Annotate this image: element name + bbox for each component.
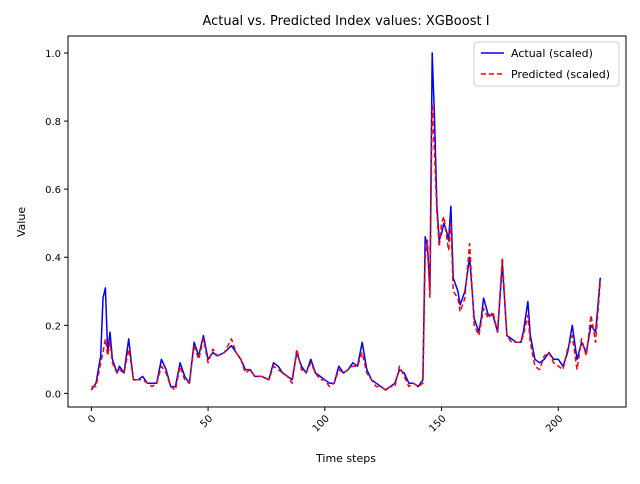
y-tick-label: 0.0: [45, 389, 61, 400]
series-line-actual: [90, 52, 602, 391]
series-layer: [90, 52, 602, 391]
plot-frame: [67, 35, 627, 408]
legend-label-actual: Actual (scaled): [511, 47, 593, 60]
y-axis-label: Value: [15, 207, 28, 237]
y-tick-label: 0.2: [45, 321, 61, 332]
y-axis-ticks: 0.0 0.2 0.4 0.6 0.8 1.0: [45, 49, 68, 400]
y-tick-label: 0.6: [45, 185, 61, 196]
legend: Actual (scaled) Predicted (scaled): [473, 41, 620, 87]
y-tick-label: 0.8: [45, 117, 61, 128]
series-line-predicted: [91, 103, 602, 391]
y-tick-label: 1.0: [45, 49, 61, 60]
y-tick-label: 0.4: [45, 253, 61, 264]
chart-title: Actual vs. Predicted Index values: XGBoo…: [202, 14, 489, 29]
legend-box: [473, 41, 620, 87]
legend-label-predicted: Predicted (scaled): [511, 68, 610, 81]
x-axis-label: Time steps: [315, 452, 376, 465]
